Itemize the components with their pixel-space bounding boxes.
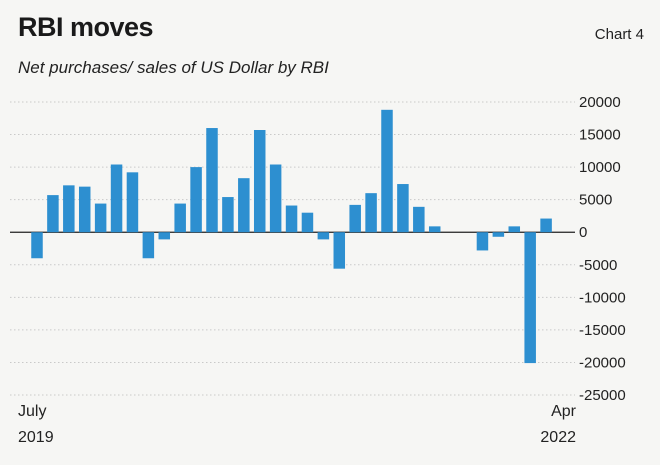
bar-dec-2020 (301, 212, 314, 233)
bars-group (31, 109, 552, 364)
chart-title: RBI moves (18, 12, 154, 42)
bar-dec-2021 (492, 232, 505, 237)
gridlines (10, 101, 575, 396)
y-tick-label: 5000 (579, 192, 612, 209)
bar-apr-2020 (174, 203, 186, 233)
bar-mar-2020 (158, 232, 171, 240)
y-tick-label: -10000 (579, 289, 626, 306)
bar-may-2020 (190, 167, 202, 233)
bar-may-2021 (381, 109, 393, 233)
bar-nov-2019 (94, 203, 107, 233)
bar-feb-2021 (333, 232, 346, 269)
bar-dec-2019 (110, 164, 123, 233)
bar-aug-2021 (428, 226, 441, 233)
bar-aug-2020 (238, 178, 250, 233)
bar-sep-2019 (63, 185, 75, 233)
bar-mar-2021 (349, 204, 361, 233)
chart-number-label: Chart 4 (594, 26, 644, 43)
bar-jan-2022 (508, 226, 521, 233)
x-tick-end-month: Apr (551, 403, 577, 420)
y-tick-label: -20000 (579, 354, 626, 371)
x-tick-start-month: July (18, 403, 46, 420)
y-tick-label: 15000 (579, 127, 621, 144)
bar-jul-2019 (31, 232, 43, 259)
x-tick-end-year: 2022 (540, 429, 576, 446)
bar-jan-2021 (317, 232, 330, 240)
bar-apr-2021 (365, 193, 377, 233)
bar-nov-2021 (476, 232, 489, 251)
bar-mar-2022 (540, 218, 552, 233)
y-tick-label: -5000 (579, 257, 617, 274)
y-tick-label: -25000 (579, 387, 626, 404)
bar-aug-2019 (47, 195, 59, 233)
bar-sep-2020 (253, 130, 266, 233)
y-axis-ticks: 20000 15000 10000 5000 0 -5000 -10000 -15000 -20… (579, 94, 626, 404)
chart-subtitle: Net purchases/ sales of US Dollar by RBI (18, 58, 329, 77)
y-tick-label: -15000 (579, 322, 626, 339)
bar-jul-2020 (222, 197, 234, 233)
bar-feb-2020 (142, 232, 155, 259)
bar-jul-2021 (413, 206, 425, 233)
x-tick-start-year: 2019 (18, 429, 54, 446)
x-axis-ticks: July 2019 Apr 2022 (18, 403, 577, 446)
y-tick-label: 10000 (579, 159, 621, 176)
bar-nov-2020 (285, 205, 298, 233)
bar-oct-2020 (269, 164, 282, 233)
bar-oct-2019 (78, 186, 91, 233)
bar-jan-2020 (126, 172, 139, 233)
y-tick-label: 0 (579, 224, 587, 241)
bar-jun-2020 (206, 128, 218, 233)
bar-jun-2021 (397, 184, 409, 233)
y-tick-label: 20000 (579, 94, 621, 111)
bar-feb-2022 (524, 232, 536, 364)
